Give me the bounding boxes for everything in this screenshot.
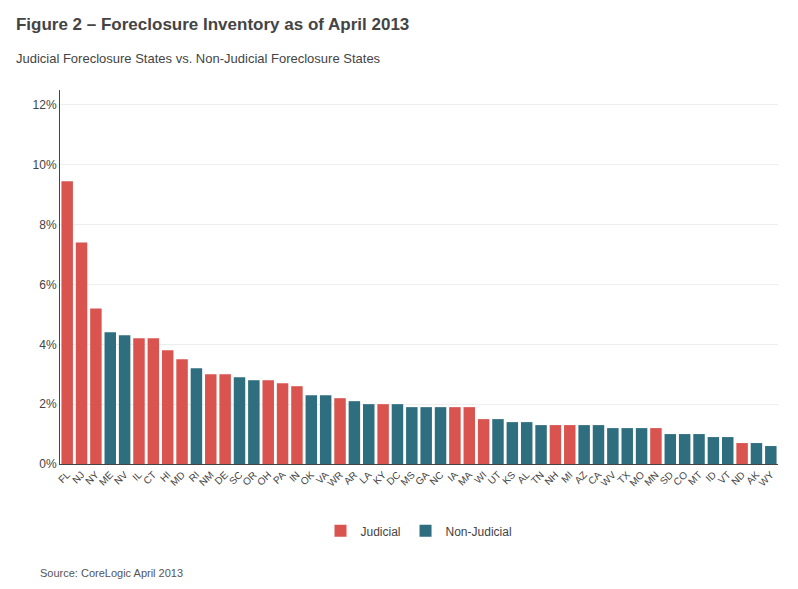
svg-text:8%: 8% [39,218,57,232]
svg-text:CA: CA [586,469,604,487]
svg-text:LA: LA [357,469,374,486]
svg-text:NC: NC [427,469,445,487]
svg-text:UT: UT [486,469,503,486]
svg-text:OR: OR [240,469,258,487]
svg-text:12%: 12% [33,98,57,112]
svg-text:VT: VT [716,469,733,486]
svg-text:Non-Judicial: Non-Judicial [446,525,512,539]
svg-text:NJ: NJ [70,469,86,485]
svg-text:WV: WV [599,469,618,488]
svg-text:TX: TX [615,469,632,486]
svg-text:WY: WY [757,469,776,488]
svg-text:CT: CT [141,469,158,486]
svg-text:NH: NH [542,469,560,487]
svg-text:HI: HI [158,469,173,484]
svg-text:AL: AL [515,469,532,486]
svg-text:PA: PA [271,469,288,486]
svg-text:MN: MN [642,469,661,488]
svg-text:WR: WR [325,469,345,489]
svg-text:AZ: AZ [572,469,589,486]
svg-text:ID: ID [703,469,718,484]
svg-text:10%: 10% [33,158,57,172]
svg-text:MO: MO [627,469,646,488]
svg-text:VA: VA [314,469,331,486]
svg-text:OH: OH [255,469,273,487]
svg-text:IL: IL [130,469,144,483]
svg-text:GA: GA [413,469,431,487]
svg-text:2%: 2% [39,397,57,411]
svg-text:NM: NM [197,469,216,488]
svg-text:AR: AR [342,469,360,487]
svg-text:MS: MS [398,469,417,488]
svg-text:SC: SC [227,469,245,487]
svg-text:FL: FL [56,469,72,485]
svg-text:ND: ND [729,469,747,487]
svg-text:CO: CO [671,469,690,488]
svg-text:6%: 6% [39,278,57,292]
svg-text:OK: OK [298,469,316,487]
svg-text:MA: MA [456,469,475,488]
svg-text:NY: NY [83,469,101,487]
svg-text:AK: AK [744,469,761,486]
svg-text:Judicial: Judicial [361,525,401,539]
svg-text:ME: ME [97,469,116,488]
svg-text:MI: MI [559,469,575,485]
svg-text:KS: KS [500,469,517,486]
svg-text:IA: IA [445,469,460,484]
svg-text:MT: MT [686,469,704,487]
svg-text:RI: RI [187,469,202,484]
svg-text:TN: TN [529,469,546,486]
svg-text:Judicial Foreclosure States vs: Judicial Foreclosure States vs. Non-Judi… [16,51,381,66]
svg-text:SD: SD [658,469,676,487]
svg-text:MD: MD [168,469,187,488]
svg-text:Source: CoreLogic April 2013: Source: CoreLogic April 2013 [40,567,183,579]
svg-text:4%: 4% [39,338,57,352]
svg-text:Figure 2 – Foreclosure Invento: Figure 2 – Foreclosure Inventory as of A… [16,15,409,34]
svg-text:IN: IN [287,469,302,484]
svg-text:KY: KY [371,469,388,486]
svg-text:0%: 0% [39,457,57,471]
svg-text:NV: NV [112,469,130,487]
svg-text:WI: WI [472,469,488,485]
svg-text:DE: DE [212,469,230,487]
svg-text:DC: DC [384,469,402,487]
